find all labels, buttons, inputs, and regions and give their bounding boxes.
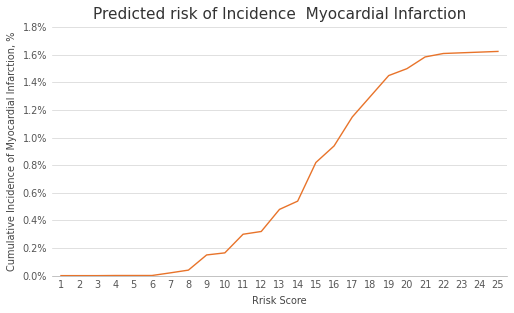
Title: Predicted risk of Incidence  Myocardial Infarction: Predicted risk of Incidence Myocardial I… xyxy=(93,7,466,22)
Y-axis label: Cumulative Incidence of Myocardial Infarction, %: Cumulative Incidence of Myocardial Infar… xyxy=(7,32,17,271)
X-axis label: Rrisk Score: Rrisk Score xyxy=(252,296,307,306)
